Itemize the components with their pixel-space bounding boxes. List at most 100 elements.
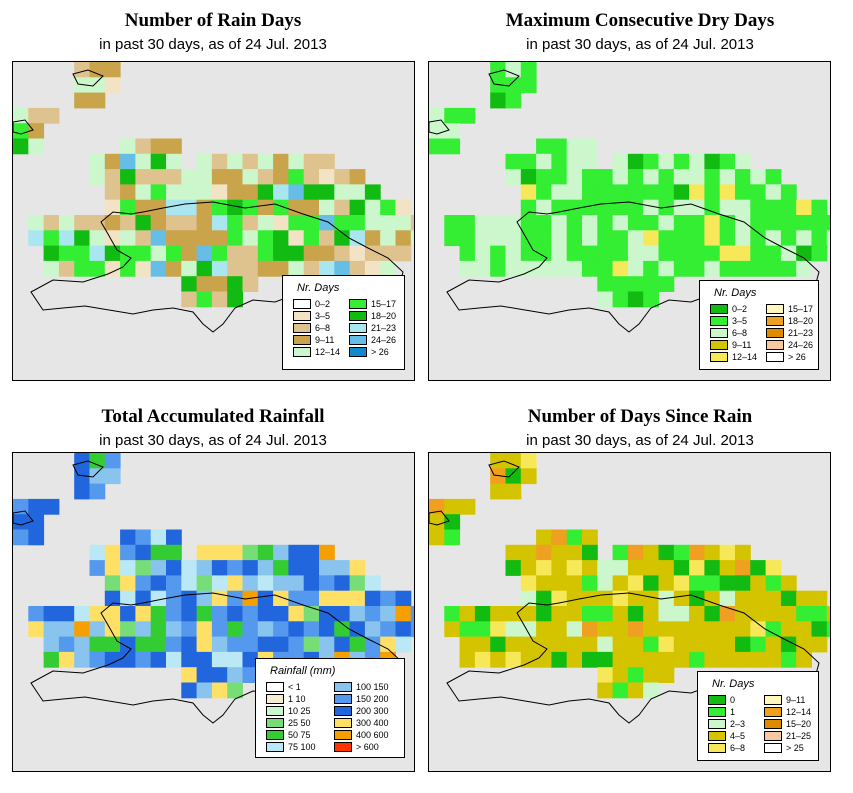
grid-cell xyxy=(520,575,537,592)
grid-cell xyxy=(597,575,614,592)
grid-cell xyxy=(89,153,106,170)
grid-cell xyxy=(643,636,659,653)
grid-cell xyxy=(181,667,198,683)
grid-cell xyxy=(349,245,366,262)
grid-cell xyxy=(74,651,90,668)
grid-cell xyxy=(104,575,121,592)
grid-cell xyxy=(196,230,213,247)
grid-cell xyxy=(364,260,381,277)
grid-cell xyxy=(627,667,644,683)
grid-cell xyxy=(826,215,830,231)
legend-item: 21–25 xyxy=(764,730,811,741)
grid-cell xyxy=(349,199,366,216)
grid-cell xyxy=(811,606,828,622)
grid-cell xyxy=(597,276,614,292)
grid-cell xyxy=(319,636,335,653)
grid-cell xyxy=(719,544,736,561)
grid-cell xyxy=(566,215,583,231)
grid-cell xyxy=(349,590,366,607)
grid-cell xyxy=(474,636,491,653)
grid-cell xyxy=(395,590,412,607)
grid-cell xyxy=(735,544,751,561)
grid-cell xyxy=(196,682,213,699)
grid-cell xyxy=(673,560,690,576)
grid-cell xyxy=(120,230,136,247)
grid-cell xyxy=(227,590,243,607)
grid-cell xyxy=(181,215,198,231)
grid-cell xyxy=(181,245,198,262)
grid-cell xyxy=(380,230,396,247)
grid-cell xyxy=(719,575,736,592)
grid-cell xyxy=(211,667,228,683)
legend-swatch xyxy=(708,694,726,705)
grid-cell xyxy=(627,215,644,231)
grid-cell xyxy=(597,606,614,622)
grid-cell xyxy=(319,590,335,607)
grid-cell xyxy=(597,184,614,201)
grid-cell xyxy=(582,651,598,668)
legend-item: 21–23 xyxy=(349,322,396,333)
grid-cell xyxy=(43,230,60,247)
legend-label: 9–11 xyxy=(786,694,806,705)
grid-cell xyxy=(658,245,675,262)
grid-cell xyxy=(395,636,412,653)
grid-cell xyxy=(227,153,243,170)
grid-cell xyxy=(536,621,552,638)
grid-cell xyxy=(196,245,213,262)
grid-cell xyxy=(735,153,751,170)
grid-cell xyxy=(796,621,812,638)
grid-cell xyxy=(288,184,305,201)
grid-cell xyxy=(627,276,644,292)
grid-cell xyxy=(505,468,522,485)
legend-swatch xyxy=(266,681,284,692)
map-area xyxy=(12,61,415,381)
grid-cell xyxy=(658,230,675,247)
grid-cell xyxy=(273,184,289,201)
grid-cell xyxy=(566,230,583,247)
grid-cell xyxy=(566,529,583,546)
grid-cell xyxy=(196,560,213,576)
grid-cell xyxy=(273,560,289,576)
legend-label: 25 50 xyxy=(288,717,311,728)
grid-cell xyxy=(120,199,136,216)
grid-cell xyxy=(43,621,60,638)
grid-cell xyxy=(196,575,213,592)
grid-cell xyxy=(582,544,598,561)
grid-cell xyxy=(28,123,45,139)
grid-cell xyxy=(627,636,644,653)
grid-cell xyxy=(490,606,506,622)
grid-cell xyxy=(612,276,629,292)
grid-cell xyxy=(211,260,228,277)
grid-cell xyxy=(166,138,182,155)
legend-swatch xyxy=(334,717,352,728)
grid-cell xyxy=(227,636,243,653)
legend-item: 6–8 xyxy=(293,322,330,333)
grid-cell xyxy=(505,453,522,469)
grid-cell xyxy=(505,544,522,561)
grid-cell xyxy=(551,260,568,277)
grid-cell xyxy=(242,153,259,170)
grid-cell xyxy=(704,169,721,185)
grid-cell xyxy=(196,276,213,292)
grid-cell xyxy=(28,529,45,546)
grid-cell xyxy=(627,169,644,185)
grid-cell xyxy=(273,199,289,216)
grid-cell xyxy=(181,184,198,201)
grid-cell xyxy=(658,169,675,185)
grid-cell xyxy=(490,468,506,485)
grid-cell xyxy=(349,636,366,653)
legend-swatch xyxy=(764,706,782,717)
legend-item: 0–2 xyxy=(293,298,330,309)
grid-cell xyxy=(303,215,320,231)
grid-cell xyxy=(257,636,274,653)
grid-cell xyxy=(273,590,289,607)
grid-cell xyxy=(750,606,767,622)
legend-swatch xyxy=(349,334,367,345)
grid-cell xyxy=(89,62,106,78)
grid-cell xyxy=(227,560,243,576)
grid-cell xyxy=(627,291,644,308)
grid-cell xyxy=(74,62,90,78)
grid-cell xyxy=(566,575,583,592)
grid-cell xyxy=(303,260,320,277)
grid-cell xyxy=(288,230,305,247)
